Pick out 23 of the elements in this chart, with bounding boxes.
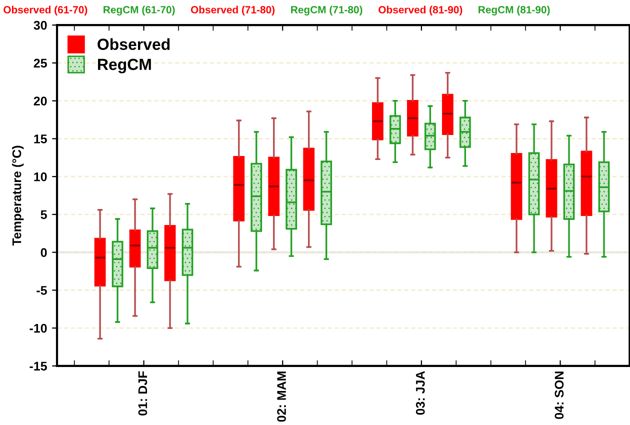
y-tick-label: 10	[34, 172, 47, 182]
y-tick-label: 20	[34, 96, 47, 106]
y-tick-label: 15	[34, 134, 47, 144]
y-axis-title: Temperature (°C)	[12, 146, 24, 246]
text: RegCM (61-70)	[104, 6, 175, 16]
x-tick-label: 03: JJA	[416, 371, 425, 415]
y-tick-label: 0	[40, 248, 47, 257]
y-tick-label: 5	[40, 210, 47, 220]
y-tick-label: -10	[30, 324, 47, 333]
y-tick-label: 30	[34, 20, 47, 30]
legend-label: Observed	[98, 38, 170, 50]
text: Observed (61-70)	[4, 6, 88, 16]
text: RegCM (81-90)	[478, 6, 550, 16]
x-tick-label: 01: DJF	[138, 371, 148, 416]
legend-label: RegCM	[98, 58, 151, 74]
y-tick-label: -5	[36, 286, 47, 295]
y-tick-label: 25	[34, 58, 47, 68]
x-tick-label: 04: SON	[554, 372, 564, 419]
y-tick-label: -15	[30, 362, 47, 371]
text: Observed (71-80)	[190, 6, 275, 16]
text: Observed (81-90)	[378, 6, 462, 16]
text: RegCM (71-80)	[291, 6, 362, 16]
x-tick-label: 02: MAM	[277, 372, 286, 422]
